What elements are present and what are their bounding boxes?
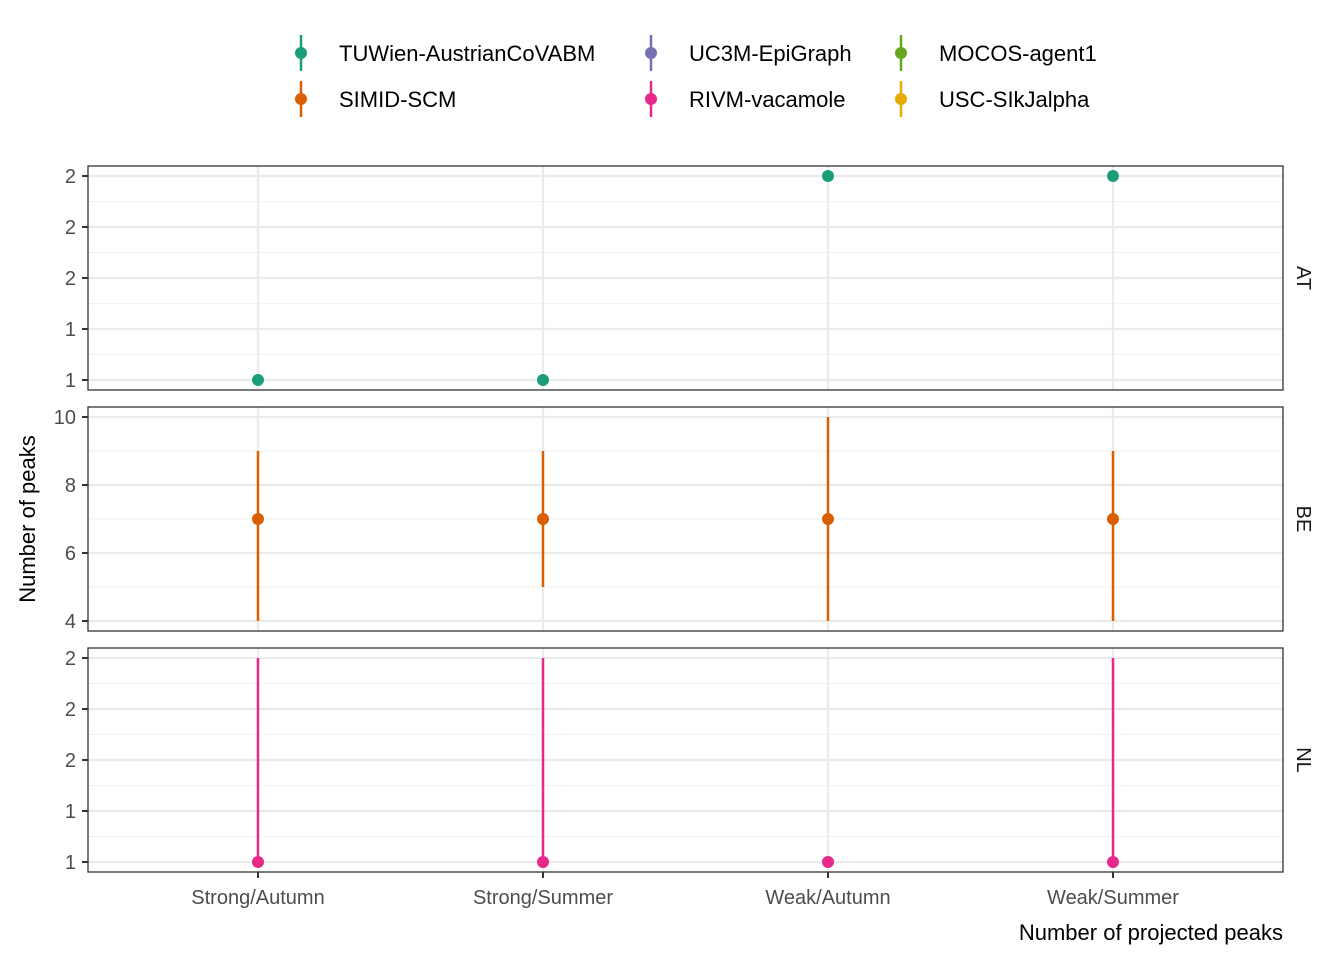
data-point [252,513,264,525]
legend-key-point [895,93,907,105]
x-tick-label: Strong/Autumn [191,887,324,909]
facet-panels: 1 1 2 2 2 AT 4 6 8 10 BE 1 1 2 2 2 NL [54,165,1314,874]
data-point [537,856,549,868]
panel-border [87,165,1284,391]
legend-key-point [295,93,307,105]
y-tick-label: 10 [54,407,76,429]
panel-border [87,406,1284,632]
legend: TUWien-AustrianCoVABM SIMID-SCM UC3M-EpiGr… [295,35,1097,117]
facet-strip-label: AT [1292,266,1314,290]
x-axis-ticks: Strong/Autumn Strong/Summer Weak/Autumn Wea… [191,872,1179,909]
legend-item: RIVM-vacamole [645,81,845,117]
data-point [1107,170,1119,182]
legend-label: MOCOS-agent1 [939,41,1097,66]
data-point [537,513,549,525]
legend-item: SIMID-SCM [295,81,456,117]
facet-strip-label: NL [1292,747,1314,773]
legend-label: RIVM-vacamole [689,87,845,112]
legend-key-point [895,47,907,59]
y-tick-label: 1 [65,852,76,874]
y-tick-label: 2 [65,166,76,188]
legend-key-point [645,47,657,59]
y-tick-label: 2 [65,217,76,239]
y-tick-label: 2 [65,750,76,772]
data-point [252,374,264,386]
facet-panel-be: 4 6 8 10 BE [54,406,1314,633]
legend-label: USC-SIkJalpha [939,87,1090,112]
facet-panel-nl: 1 1 2 2 2 NL [65,647,1314,874]
y-tick-label: 2 [65,699,76,721]
legend-item: UC3M-EpiGraph [645,35,852,71]
facet-strip-label: BE [1292,506,1314,533]
data-point [822,513,834,525]
x-tick-label: Weak/Summer [1047,887,1179,909]
legend-label: SIMID-SCM [339,87,456,112]
data-point [537,374,549,386]
legend-key-point [295,47,307,59]
y-tick-label: 6 [65,543,76,565]
data-point [822,856,834,868]
legend-key-point [645,93,657,105]
y-tick-label: 8 [65,475,76,497]
y-axis-title: Number of peaks [15,435,40,603]
y-tick-label: 1 [65,801,76,823]
data-point [252,856,264,868]
legend-item: USC-SIkJalpha [895,81,1090,117]
x-axis-title: Number of projected peaks [1019,920,1283,945]
y-tick-label: 2 [65,648,76,670]
panel-border [87,647,1284,873]
x-tick-label: Weak/Autumn [765,887,890,909]
y-tick-label: 1 [65,370,76,392]
data-point [1107,513,1119,525]
x-tick-label: Strong/Summer [473,887,613,909]
legend-item: MOCOS-agent1 [895,35,1097,71]
data-point [1107,856,1119,868]
y-tick-label: 4 [65,611,76,633]
data-point [822,170,834,182]
facet-panel-at: 1 1 2 2 2 AT [65,165,1314,392]
legend-label: UC3M-EpiGraph [689,41,852,66]
legend-item: TUWien-AustrianCoVABM [295,35,595,71]
legend-label: TUWien-AustrianCoVABM [339,41,595,66]
y-tick-label: 2 [65,268,76,290]
y-tick-label: 1 [65,319,76,341]
